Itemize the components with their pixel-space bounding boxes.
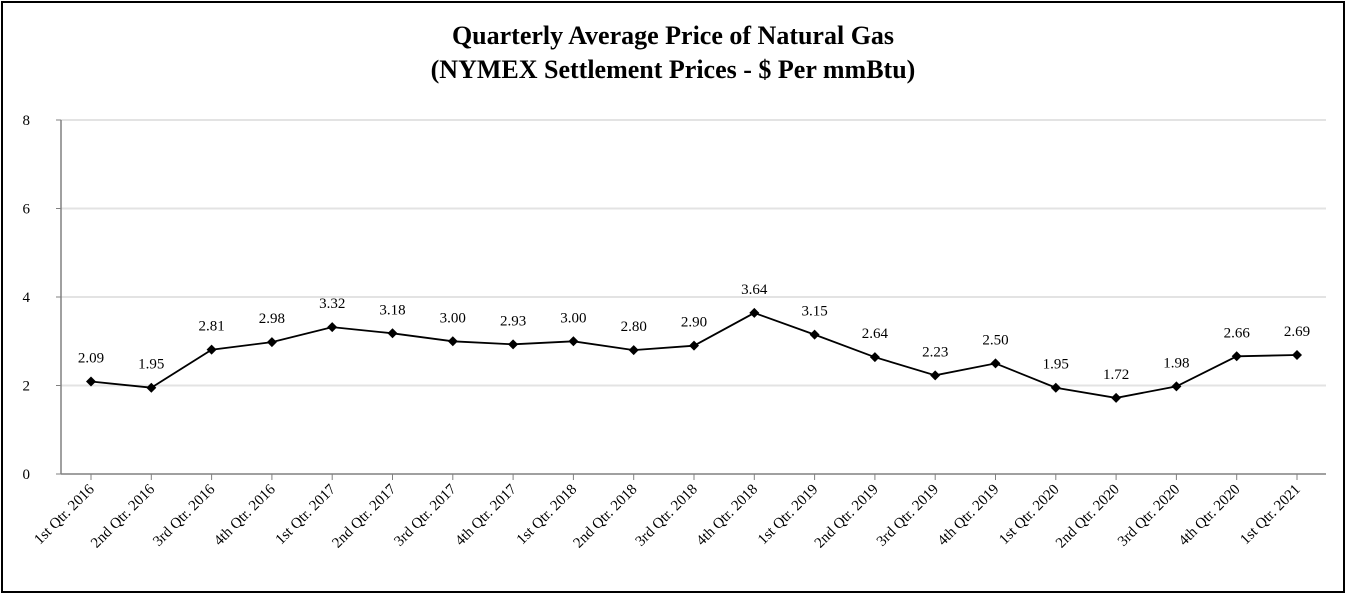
data-label: 3.15 [801, 304, 827, 320]
data-point-marker [206, 344, 217, 355]
data-label: 2.93 [500, 313, 526, 329]
data-point-marker [387, 328, 398, 339]
x-tick-label: 3rd Qtr. 2016 [150, 481, 219, 550]
x-tick-label: 2nd Qtr. 2019 [812, 482, 882, 552]
x-tick-label: 1st Qtr. 2018 [514, 482, 580, 548]
data-label: 1.72 [1103, 367, 1129, 383]
data-label: 2.90 [681, 315, 707, 331]
data-label: 3.64 [741, 282, 768, 298]
x-tick-label: 1st Qtr. 2017 [273, 481, 340, 548]
x-tick-label: 3rd Qtr. 2019 [874, 482, 942, 550]
data-label: 2.69 [1284, 324, 1310, 340]
data-point-marker [508, 339, 519, 350]
chart-title: Quarterly Average Price of Natural Gas [451, 21, 895, 50]
data-point-marker [1292, 349, 1302, 360]
data-label: 2.23 [922, 344, 948, 360]
x-tick-label: 4th Qtr. 2017 [452, 481, 520, 549]
x-tick-label: 1st Qtr. 2020 [996, 482, 1062, 548]
y-tick-label: 8 [23, 113, 31, 129]
x-tick-label: 2nd Qtr. 2016 [88, 481, 158, 551]
x-tick-label: 4th Qtr. 2018 [694, 482, 762, 550]
data-label: 1.98 [1163, 355, 1189, 371]
y-tick-label: 4 [23, 290, 31, 306]
data-point-marker [1171, 381, 1182, 392]
x-tick-label: 2nd Qtr. 2018 [571, 482, 641, 552]
data-label: 2.09 [78, 351, 104, 367]
data-point-marker [628, 345, 639, 356]
data-point-marker [447, 336, 458, 347]
x-tick-label: 4th Qtr. 2016 [211, 481, 279, 549]
data-point-marker [809, 329, 820, 340]
data-point-marker [568, 336, 579, 347]
y-tick-label: 2 [23, 379, 31, 395]
x-tick-label: 1st Qtr. 2021 [1237, 482, 1303, 548]
x-tick-label: 3rd Qtr. 2018 [633, 482, 701, 550]
data-point-marker [749, 307, 760, 318]
data-label: 3.00 [560, 310, 586, 326]
data-point-marker [990, 358, 1001, 369]
data-label: 1.95 [138, 357, 164, 373]
data-label: 2.81 [198, 319, 224, 335]
data-label: 3.00 [440, 310, 466, 326]
x-tick-label: 4th Qtr. 2020 [1176, 482, 1244, 550]
data-point-marker [1050, 382, 1061, 393]
data-point-marker [146, 382, 157, 393]
data-label: 2.50 [982, 332, 1008, 348]
data-point-marker [689, 340, 699, 351]
data-point-marker [1231, 351, 1242, 362]
data-label: 1.95 [1043, 357, 1069, 373]
x-tick-label: 3rd Qtr. 2020 [1115, 482, 1183, 550]
data-point-marker [869, 352, 880, 363]
x-tick-label: 1st Qtr. 2016 [31, 481, 98, 548]
data-label: 3.18 [379, 302, 405, 318]
data-label: 3.32 [319, 296, 345, 312]
y-tick-label: 0 [23, 467, 31, 483]
x-tick-label: 2nd Qtr. 2020 [1053, 482, 1123, 552]
data-label: 2.66 [1224, 325, 1251, 341]
data-label: 2.98 [259, 311, 285, 327]
data-label: 2.64 [862, 326, 889, 342]
chart-title-block: Quarterly Average Price of Natural Gas (… [3, 19, 1343, 87]
data-point-marker [266, 337, 277, 348]
data-point-marker [930, 370, 941, 381]
data-point-marker [86, 376, 96, 387]
data-point-marker [1111, 392, 1122, 403]
x-tick-label: 3rd Qtr. 2017 [391, 481, 460, 550]
data-point-marker [327, 322, 338, 333]
chart-subtitle: (NYMEX Settlement Prices - $ Per mmBtu) [430, 55, 916, 84]
x-tick-label: 4th Qtr. 2019 [935, 482, 1003, 550]
y-tick-label: 6 [23, 202, 31, 218]
data-label: 2.80 [621, 319, 647, 335]
x-tick-label: 2nd Qtr. 2017 [329, 481, 399, 551]
x-tick-label: 1st Qtr. 2019 [755, 482, 821, 548]
